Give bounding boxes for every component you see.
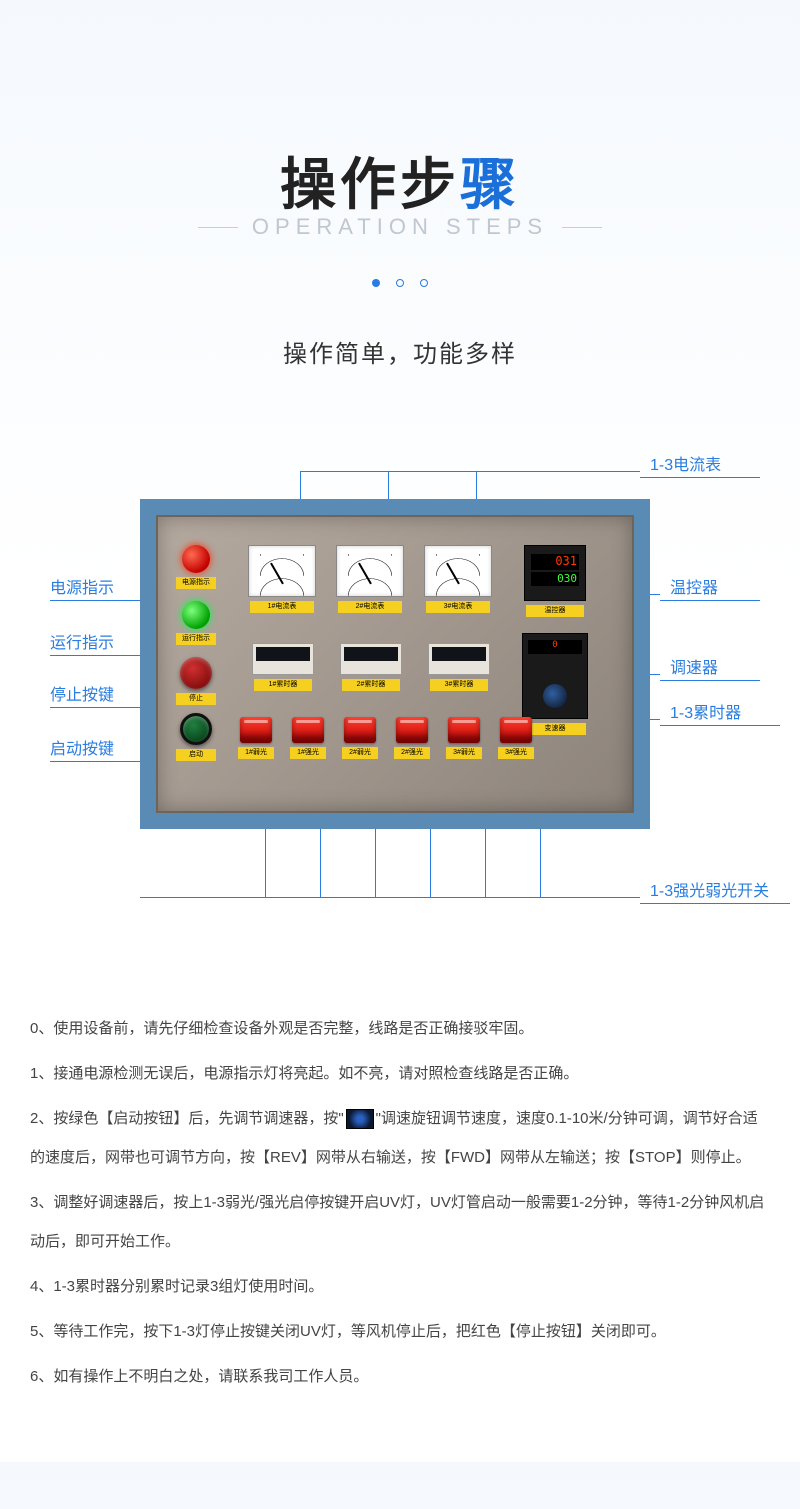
label-ammeter: 1-3电流表	[640, 451, 760, 478]
rocker-switch-icon	[240, 717, 272, 743]
tag: 3#电流表	[426, 601, 490, 613]
tag: 2#累时器	[342, 679, 400, 691]
tag: 启动	[176, 749, 216, 761]
panel-frame: 电源指示 运行指示 停止 启动 1#电流表 2#电流表 3#电流表 031 03…	[156, 515, 634, 813]
tag: 变速器	[524, 723, 586, 735]
panel-photo: 电源指示 运行指示 停止 启动 1#电流表 2#电流表 3#电流表 031 03…	[140, 499, 650, 829]
label-light-switch: 1-3强光弱光开关	[640, 877, 790, 904]
control-panel-diagram: 电源指示 运行指示 停止按键 启动按键 1-3电流表 温控器 调速器 1-3累时…	[0, 439, 800, 959]
tag: 温控器	[526, 605, 584, 617]
label-temp-controller: 温控器	[660, 574, 760, 601]
run-led-icon	[182, 601, 210, 629]
dot-icon	[396, 279, 404, 287]
timer-1-icon	[252, 643, 314, 675]
label-start-button: 启动按键	[50, 735, 140, 762]
dot-icon	[420, 279, 428, 287]
tag: 1#弱光	[238, 747, 274, 759]
speed-controller-icon: 0	[522, 633, 588, 719]
tag: 3#强光	[498, 747, 534, 759]
dot-icon	[372, 279, 380, 287]
label-run-indicator: 运行指示	[50, 629, 140, 656]
step-item: 1、接通电源检测无误后，电源指示灯将亮起。如不亮，请对照检查线路是否正确。	[30, 1054, 770, 1093]
temp-display-1: 031	[531, 554, 579, 570]
step-item: 5、等待工作完，按下1-3灯停止按键关闭UV灯，等风机停止后，把红色【停止按钮】…	[30, 1312, 770, 1351]
ammeter-3-icon	[424, 545, 492, 597]
page-title: 操作步骤	[0, 140, 800, 221]
temp-display-2: 030	[531, 572, 579, 586]
label-timer: 1-3累时器	[660, 699, 780, 726]
rocker-switch-icon	[500, 717, 532, 743]
tag: 1#强光	[290, 747, 326, 759]
title-english: OPERATION STEPS	[238, 214, 562, 240]
tag: 2#弱光	[342, 747, 378, 759]
callout-line	[140, 897, 640, 898]
tag: 3#弱光	[446, 747, 482, 759]
step-text: 2、按绿色【启动按钮】后，先调节调速器，按"	[30, 1110, 344, 1127]
title-part2: 骤	[460, 153, 520, 216]
header-block: 操作步骤 OPERATION STEPS 操作简单，功能多样	[0, 0, 800, 369]
label-stop-button: 停止按键	[50, 681, 140, 708]
speed-display: 0	[528, 640, 582, 654]
tag: 2#强光	[394, 747, 430, 759]
rocker-switch-icon	[292, 717, 324, 743]
tag: 1#电流表	[250, 601, 314, 613]
label-speed-controller: 调速器	[660, 654, 760, 681]
subtitle: 操作简单，功能多样	[0, 334, 800, 369]
step-item: 3、调整好调速器后，按上1-3弱光/强光启停按键开启UV灯，UV灯管启动一般需要…	[30, 1183, 770, 1261]
rocker-switch-icon	[448, 717, 480, 743]
rocker-switch-icon	[396, 717, 428, 743]
timer-3-icon	[428, 643, 490, 675]
speed-knob-icon	[543, 684, 567, 708]
title-part1: 操作步	[280, 153, 460, 216]
power-led-icon	[182, 545, 210, 573]
step-item: 4、1-3累时器分别累时记录3组灯使用时间。	[30, 1267, 770, 1306]
timer-2-icon	[340, 643, 402, 675]
tag: 2#电流表	[338, 601, 402, 613]
callout-line	[300, 471, 640, 472]
stop-button-icon	[180, 657, 212, 689]
tag: 电源指示	[176, 577, 216, 589]
ammeter-1-icon	[248, 545, 316, 597]
step-item: 0、使用设备前，请先仔细检查设备外观是否完整，线路是否正确接驳牢固。	[30, 1009, 770, 1048]
step-item: 2、按绿色【启动按钮】后，先调节调速器，按""调速旋钮调节速度，速度0.1-10…	[30, 1099, 770, 1177]
knob-inline-icon	[346, 1109, 374, 1129]
ammeter-2-icon	[336, 545, 404, 597]
label-power-indicator: 电源指示	[50, 574, 140, 601]
rocker-switch-icon	[344, 717, 376, 743]
tag: 运行指示	[176, 633, 216, 645]
tag: 3#累时器	[430, 679, 488, 691]
step-item: 6、如有操作上不明白之处，请联系我司工作人员。	[30, 1357, 770, 1396]
divider-dots	[0, 274, 800, 292]
start-button-icon	[180, 713, 212, 745]
tag: 停止	[176, 693, 216, 705]
steps-list: 0、使用设备前，请先仔细检查设备外观是否完整，线路是否正确接驳牢固。 1、接通电…	[0, 959, 800, 1462]
tag: 1#累时器	[254, 679, 312, 691]
temp-controller-icon: 031 030	[524, 545, 586, 601]
